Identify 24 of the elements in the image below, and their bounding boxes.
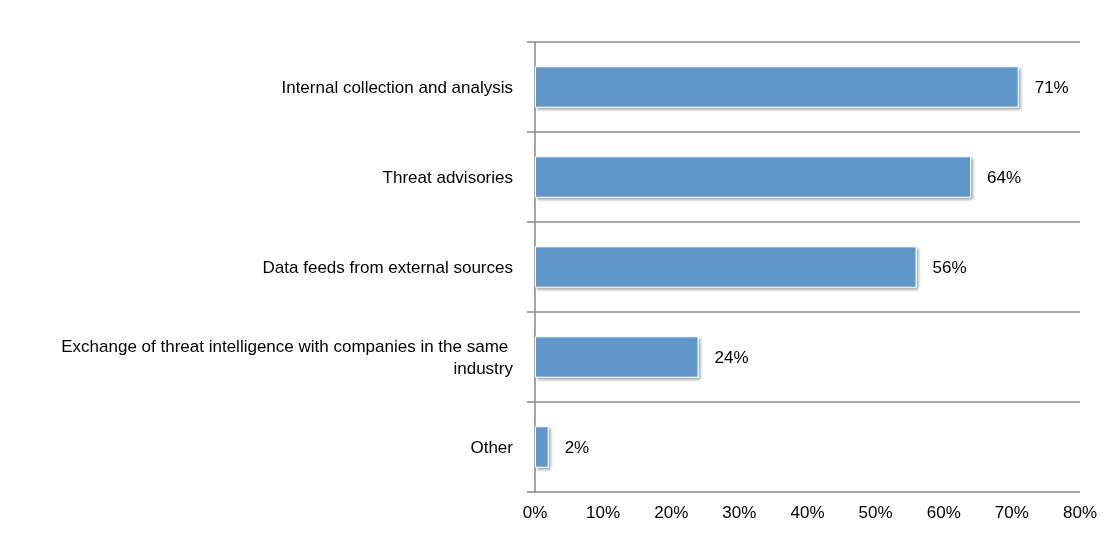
y-tick-label: Threat advisories — [382, 167, 513, 187]
x-tick-label: 30% — [722, 503, 757, 522]
data-label: 24% — [714, 347, 749, 367]
bar — [535, 246, 917, 288]
bar — [535, 66, 1019, 108]
y-tick-label: Other — [470, 437, 514, 457]
bar — [535, 426, 549, 468]
x-tick-label: 50% — [858, 503, 893, 522]
data-label: 2% — [564, 437, 590, 457]
x-tick-label: 40% — [790, 503, 825, 522]
x-tick-label: 60% — [926, 503, 961, 522]
x-tick-label: 20% — [654, 503, 689, 522]
y-tick-label: Data feeds from external sources — [262, 257, 513, 277]
data-label: 71% — [1034, 77, 1069, 97]
y-tick-label: Exchange of threat intelligence with companies in the same industry — [61, 336, 514, 378]
x-tick-label: 70% — [994, 503, 1029, 522]
x-tick-label: 0% — [522, 503, 548, 522]
bar — [535, 336, 699, 378]
x-tick-label: 10% — [586, 503, 621, 522]
y-tick-label: Internal collection and analysis — [281, 77, 513, 97]
data-label: 64% — [987, 167, 1022, 187]
data-label: 56% — [932, 257, 967, 277]
x-tick-label: 80% — [1062, 503, 1098, 522]
bar — [535, 156, 971, 198]
